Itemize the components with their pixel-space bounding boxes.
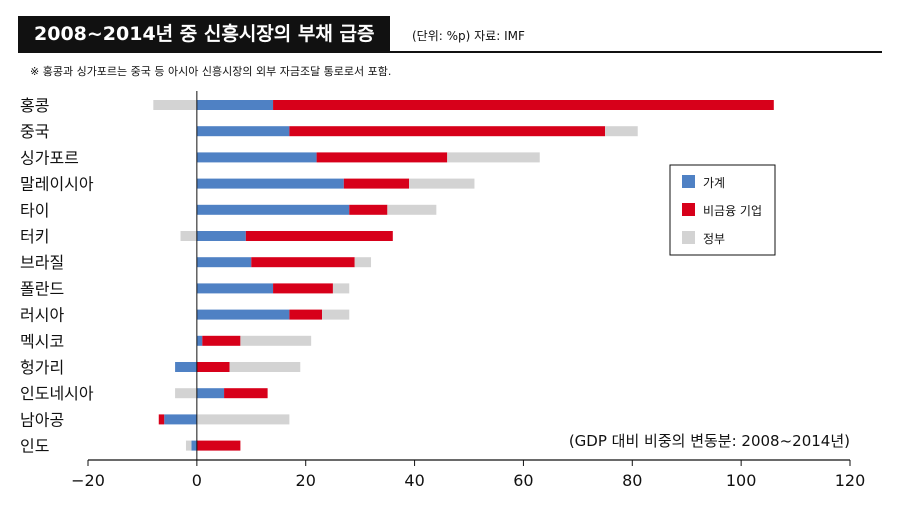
x-tick-label: 0 <box>192 471 202 490</box>
category-label: 말레이시아 <box>20 175 94 194</box>
bar-segment <box>196 388 225 399</box>
category-label: 브라질 <box>20 253 64 272</box>
bar-segment <box>180 231 197 241</box>
category-label: 타이 <box>20 201 49 220</box>
legend-label: 비금융 기업 <box>703 204 762 218</box>
chart-title: 2008~2014년 중 신흥시장의 부채 급증 <box>18 16 391 53</box>
bar-segment <box>343 178 410 189</box>
chart-note: ※ 홍콩과 싱가포르는 중국 등 아시아 신흥시장의 외부 자금조달 통로로서 … <box>30 65 392 78</box>
bar-segment <box>332 283 350 294</box>
bar-segment <box>387 204 437 215</box>
bar-segment <box>185 440 192 451</box>
x-tick-label: 60 <box>513 471 533 490</box>
bar-segment <box>164 414 197 425</box>
bar-segment <box>196 126 290 137</box>
category-label: 폴란드 <box>20 279 64 298</box>
bar-segment <box>224 388 268 399</box>
unit-source-label: (단위: %p) 자료: IMF <box>412 29 525 43</box>
legend-swatch <box>682 231 695 244</box>
chart-annotation: (GDP 대비 비중의 변동분: 2008~2014년) <box>569 432 850 450</box>
category-labels: 홍콩중국싱가포르말레이시아타이터키브라질폴란드러시아멕시코헝가리인도네시아남아공… <box>20 96 94 456</box>
x-tick-label: 20 <box>296 471 316 490</box>
bar-segment <box>605 126 638 137</box>
category-label: 터키 <box>20 227 49 246</box>
bar-segment <box>196 283 274 294</box>
category-label: 싱가포르 <box>20 148 79 167</box>
bar-segment <box>196 231 246 241</box>
x-tick-label: 80 <box>622 471 642 490</box>
bar-segment <box>175 362 197 372</box>
bar-segment <box>196 257 252 268</box>
category-label: 헝가리 <box>20 358 64 377</box>
bar-segment <box>191 440 197 451</box>
bar-segment <box>196 178 344 189</box>
bar-segment <box>196 309 290 320</box>
bar-segment <box>196 362 230 372</box>
bar-segment <box>175 388 197 399</box>
bar-segment <box>196 335 203 346</box>
bar-segment <box>289 126 606 137</box>
bar-segment <box>245 231 393 241</box>
bar-segment <box>273 283 333 294</box>
bar-segment <box>229 362 301 372</box>
x-tick-label: 40 <box>404 471 424 490</box>
category-label: 러시아 <box>20 306 64 325</box>
bar-segment <box>202 335 241 346</box>
legend-label: 정부 <box>703 232 725 246</box>
category-label: 인도네시아 <box>20 384 94 403</box>
bar-segment <box>153 100 197 110</box>
bar-segment <box>349 204 388 215</box>
legend-swatch <box>682 203 695 216</box>
bar-segment <box>196 204 350 215</box>
bar-segment <box>196 100 274 110</box>
bar-segment <box>251 257 355 268</box>
bar-segment <box>273 100 774 110</box>
bar-segment <box>196 440 241 451</box>
x-tick-label: 120 <box>835 471 866 490</box>
bar-segment <box>447 152 540 163</box>
category-label: 인도 <box>20 437 49 456</box>
category-label: 멕시코 <box>20 332 64 351</box>
bar-segment <box>322 309 350 320</box>
x-ticks: −20 0 20 40 60 80 100 120 <box>71 460 865 490</box>
legend-swatch <box>682 175 695 188</box>
x-tick-label: −20 <box>71 471 105 490</box>
legend-label: 가계 <box>703 176 725 190</box>
bar-segment <box>158 414 165 425</box>
bar-segment <box>316 152 448 163</box>
category-label: 홍콩 <box>20 96 49 115</box>
category-label: 중국 <box>20 122 49 141</box>
bar-segment <box>240 335 312 346</box>
bar-segment <box>409 178 475 189</box>
x-tick-label: 100 <box>726 471 757 490</box>
category-label: 남아공 <box>20 410 64 429</box>
title-underline <box>18 51 882 53</box>
bars-layer <box>153 100 774 451</box>
bar-segment <box>354 257 372 268</box>
bar-segment <box>289 309 323 320</box>
bar-segment <box>196 152 317 163</box>
bar-segment <box>196 414 290 425</box>
